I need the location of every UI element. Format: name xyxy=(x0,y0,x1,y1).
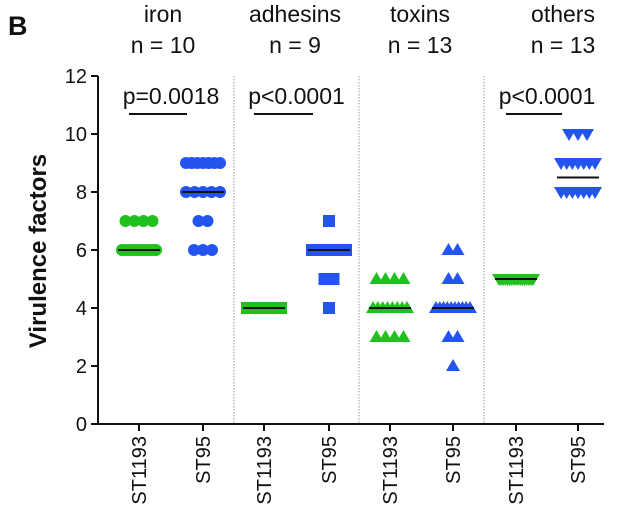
data-point xyxy=(146,215,159,227)
data-point xyxy=(441,330,456,342)
x-tick-label: ST95 xyxy=(319,436,341,484)
data-point xyxy=(450,330,465,342)
x-tick-label: ST1193 xyxy=(254,436,276,505)
group-n-label: n = 10 xyxy=(131,32,196,58)
data-point xyxy=(387,330,402,342)
group-n-label: n = 9 xyxy=(269,32,321,58)
y-tick-label: 12 xyxy=(65,66,87,88)
data-point xyxy=(441,272,456,284)
data-point xyxy=(206,244,218,256)
group-name-label: iron xyxy=(144,1,182,27)
data-point xyxy=(387,272,402,284)
group-name-label: adhesins xyxy=(249,1,341,27)
data-point xyxy=(369,330,384,342)
data-point xyxy=(197,244,209,256)
data-point xyxy=(323,215,335,227)
x-tick-label: ST95 xyxy=(443,436,465,484)
data-point xyxy=(450,243,465,255)
data-point xyxy=(446,359,460,371)
x-tick-label: ST95 xyxy=(568,436,590,484)
data-point xyxy=(571,129,585,141)
y-axis-label: Virulence factors xyxy=(25,154,52,348)
p-value-label: p=0.0018 xyxy=(123,83,220,109)
y-tick-label: 0 xyxy=(76,414,87,436)
data-point xyxy=(119,215,132,227)
y-tick-label: 2 xyxy=(76,356,87,378)
data-point xyxy=(441,243,456,255)
data-point xyxy=(562,129,576,141)
data-point xyxy=(192,215,205,227)
data-point xyxy=(188,244,200,256)
data-point xyxy=(128,215,141,227)
x-tick-label: ST1193 xyxy=(380,436,402,505)
plot-area: 0 2 4 6 8 10 12 iron n = 10 p=0.0018 ST1193 ST95 adh… xyxy=(65,1,604,505)
x-tick-label: ST95 xyxy=(193,436,215,484)
group-name-label: toxins xyxy=(390,1,450,27)
data-point xyxy=(588,187,602,199)
data-point xyxy=(369,272,384,284)
data-point xyxy=(327,273,340,285)
p-value-label: p<0.0001 xyxy=(499,83,596,109)
group-name-label: others xyxy=(531,1,595,27)
y-tick-label: 8 xyxy=(76,182,87,204)
data-point xyxy=(323,302,335,314)
y-tick-label: 6 xyxy=(76,240,87,262)
data-point xyxy=(396,330,411,342)
data-point xyxy=(396,272,411,284)
y-tick-label: 4 xyxy=(76,298,87,320)
group-n-label: n = 13 xyxy=(531,32,596,58)
data-point xyxy=(450,272,465,284)
data-point xyxy=(378,330,393,342)
data-point xyxy=(201,215,214,227)
data-point xyxy=(214,157,226,169)
data-point xyxy=(588,158,602,170)
data-point xyxy=(580,129,594,141)
x-tick-label: ST1193 xyxy=(129,436,151,505)
p-value-label: p<0.0001 xyxy=(248,83,345,109)
panel-label: B xyxy=(8,11,28,41)
data-point xyxy=(137,215,150,227)
data-point xyxy=(378,272,393,284)
x-tick-label: ST1193 xyxy=(506,436,528,505)
group-n-label: n = 13 xyxy=(388,32,453,58)
y-tick-label: 10 xyxy=(65,124,87,146)
